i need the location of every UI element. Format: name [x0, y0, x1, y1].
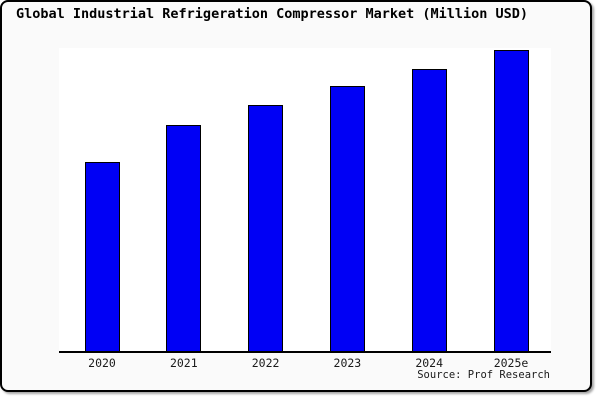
bar-2023 [329, 86, 365, 351]
plot-area [59, 48, 551, 353]
bar-2021 [166, 125, 202, 351]
bar-2020 [84, 162, 120, 351]
x-tick-label-2022: 2022 [251, 356, 280, 370]
x-tick-label-2020: 2020 [88, 356, 116, 370]
bar-2022 [248, 105, 284, 351]
x-tick-label-2023: 2023 [333, 356, 362, 370]
x-tick-label-2024: 2024 [415, 356, 444, 370]
x-tick-label-2025e: 2025e [493, 356, 529, 370]
bar-2025e [493, 50, 529, 351]
source-note: Source: Prof Research [417, 369, 550, 381]
chart-title: Global Industrial Refrigeration Compress… [16, 6, 529, 22]
x-tick-label-2021: 2021 [169, 356, 198, 370]
bar-2024 [411, 69, 447, 351]
